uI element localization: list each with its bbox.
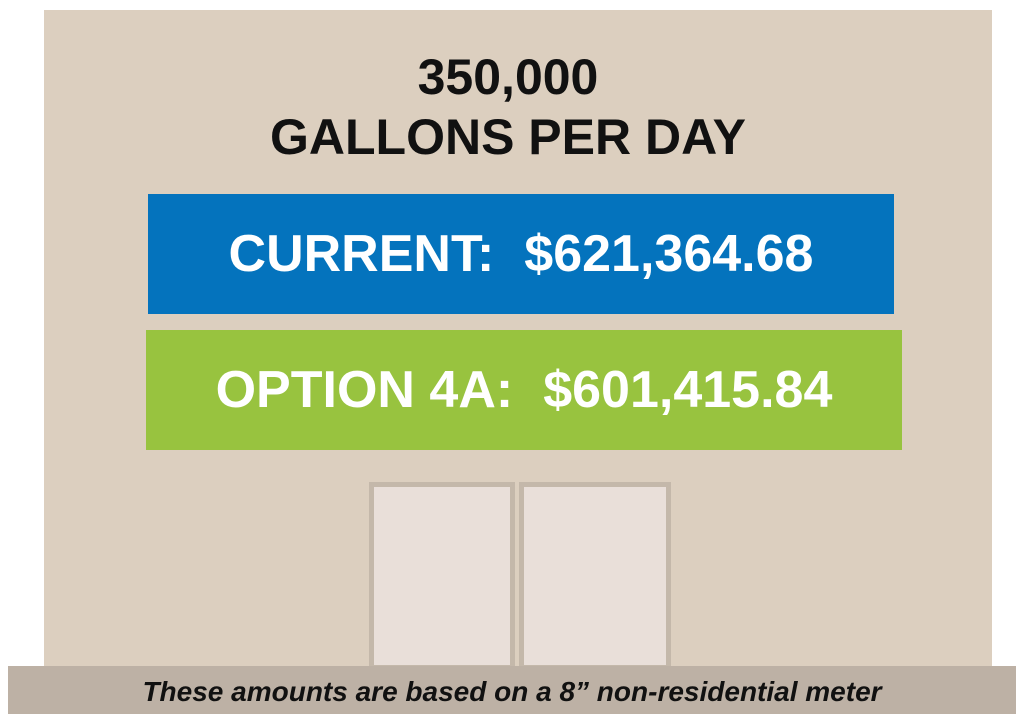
current-sign: CURRENT: $621,364.68: [148, 194, 894, 314]
sign-amount: $621,364.68: [524, 225, 814, 283]
header-number: 350,000: [417, 49, 599, 105]
door: [369, 482, 515, 670]
option-sign: OPTION 4A: $601,415.84: [146, 330, 902, 450]
header-unit: GALLONS PER DAY: [269, 109, 746, 165]
sign-amount: $601,415.84: [543, 361, 833, 419]
sign-label: OPTION 4A:: [215, 361, 514, 419]
sign-label: CURRENT:: [228, 225, 495, 283]
door: [519, 482, 671, 670]
footer-note: These amounts are based on a 8” non-resi…: [8, 666, 1016, 714]
